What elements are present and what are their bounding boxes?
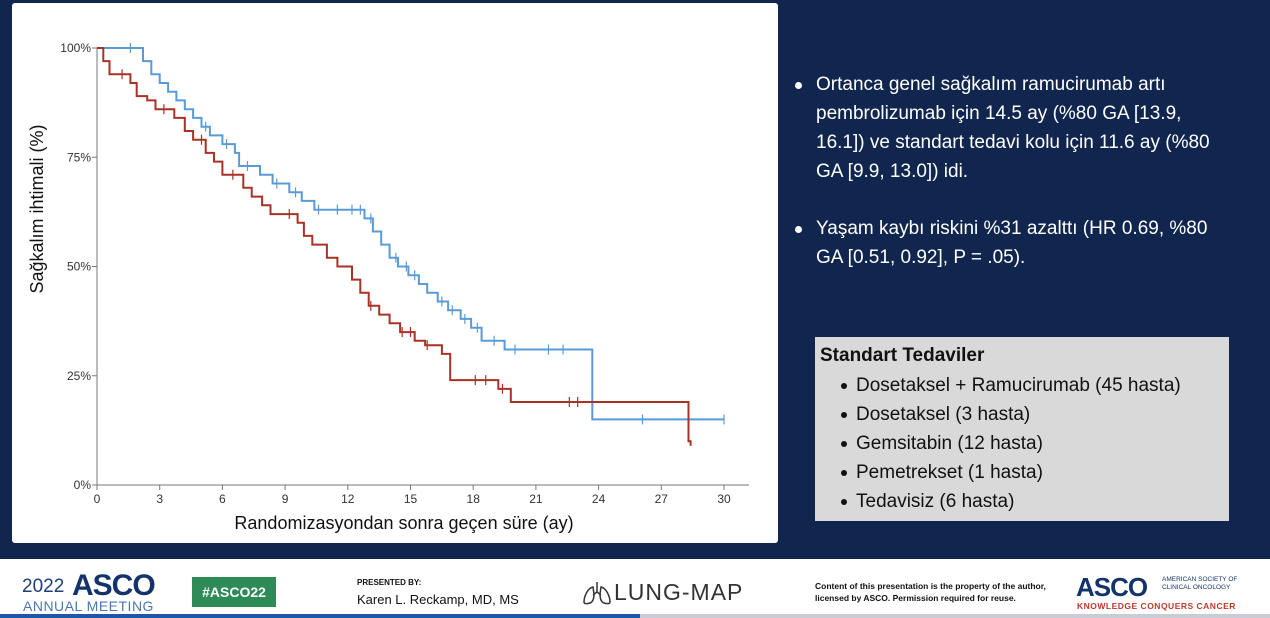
copyright-notice: Content of this presentation is the prop… [815,581,1046,603]
presented-by-label: PRESENTED BY: [357,578,422,587]
x-tick-label: 6 [219,492,226,506]
hashtag-badge: #ASCO22 [192,577,276,607]
lungs-icon [583,582,611,605]
y-tick-label: 25% [67,369,91,383]
y-tick-label: 75% [67,150,91,164]
chart-panel: 0 3 6 9 12 15 18 21 24 27 30 0% 25% 50% 75% 100% Random… [12,3,778,543]
survival-chart: 0 3 6 9 12 15 18 21 24 27 30 0% 25% 50% 75% 100% Random… [27,41,749,533]
lungmap-logo: LUNG-MAP [614,579,744,605]
y-tick-label: 0% [74,478,92,492]
standard-treatments-box: Standart Tedaviler Dosetaksel + Ramuciru… [815,337,1229,521]
y-tick-label: 50% [67,260,91,274]
meeting-subtitle: ANNUAL MEETING [23,598,154,614]
meeting-year: 2022 [22,576,65,597]
standard-treatments-list: Dosetaksel + Ramucirumab (45 hasta) Dose… [820,371,1224,516]
asco-society-name: AMERICAN SOCIETY OF CLINICAL ONCOLOGY [1162,576,1238,591]
survival-curve-2 [97,47,692,446]
x-tick-label: 18 [467,492,481,506]
x-tick-label: 24 [592,492,606,506]
finding-risk-reduction: Yaşam kaybı riskini %31 azalttı (HR 0.69… [794,214,1214,272]
treatment-item: Dosetaksel + Ramucirumab (45 hasta) [820,371,1224,400]
survival-curve-1 [97,47,724,421]
standard-treatments-title: Standart Tedaviler [820,345,985,366]
asco-logo: ASCO [1076,572,1148,602]
x-tick-label: 21 [529,492,543,506]
x-tick-label: 30 [717,492,731,506]
x-tick-label: 9 [282,492,289,506]
treatment-item: Pemetrekset (1 hasta) [820,458,1224,487]
finding-median-survival: Ortanca genel sağkalım ramucirumab artı … [794,70,1214,186]
x-tick-label: 0 [94,492,101,506]
footer: 2022 ASCO ANNUAL MEETING #ASCO22 PRESENT… [0,559,1270,618]
meeting-brand-logo: ASCO [72,569,156,602]
y-axis-title: Sağkalım ihtimali (%) [27,124,47,293]
key-findings-list: Ortanca genel sağkalım ramucirumab artı … [794,70,1214,300]
presenter-name: Karen L. Reckamp, MD, MS [357,592,519,607]
x-tick-label: 15 [404,492,418,506]
treatment-item: Gemsitabin (12 hasta) [820,429,1224,458]
x-tick-label: 27 [655,492,669,506]
x-axis-title: Randomizasyondan sonra geçen süre (ay) [234,513,573,533]
footer-bar-accent [0,614,640,618]
asco-tagline: KNOWLEDGE CONQUERS CANCER [1077,601,1236,611]
treatment-item: Dosetaksel (3 hasta) [820,400,1224,429]
treatment-item: Tedavisiz (6 hasta) [820,487,1224,516]
x-tick-label: 3 [156,492,163,506]
x-tick-label: 12 [341,492,355,506]
y-tick-label: 100% [60,41,91,55]
